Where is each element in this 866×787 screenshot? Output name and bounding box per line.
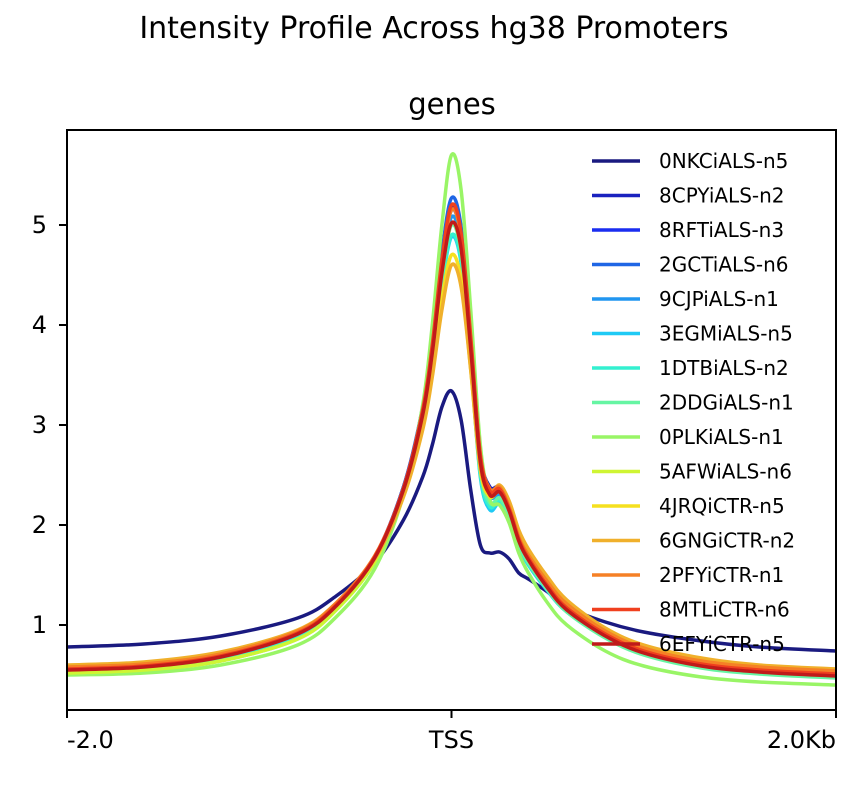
legend: 0NKCiALS-n5 8CPYiALS-n2 8RFTiALS-n3 2GCTiAL… (592, 149, 795, 656)
x-axis: -2.0 TSS 2.0Kb (66, 710, 837, 754)
legend-label: 2DDGiALS-n1 (659, 391, 794, 415)
x-tick-label: TSS (428, 726, 474, 754)
legend-label: 2GCTiALS-n6 (659, 253, 788, 277)
y-tick-label: 5 (32, 211, 47, 239)
legend-label: 5AFWiALS-n6 (659, 460, 792, 484)
legend-label: 0NKCiALS-n5 (659, 149, 788, 173)
legend-label: 0PLKiALS-n1 (659, 425, 784, 449)
series-line-0NKCiALS-n5 (66, 388, 837, 653)
legend-label: 6GNGiCTR-n2 (659, 529, 795, 553)
series-lines (66, 152, 837, 687)
legend-label: 4JRQiCTR-n5 (659, 494, 785, 518)
legend-label: 3EGMiALS-n5 (659, 322, 793, 346)
legend-label: 9CJPiALS-n1 (659, 287, 779, 311)
legend-label: 8RFTiALS-n3 (659, 218, 784, 242)
legend-label: 8CPYiALS-n2 (659, 184, 785, 208)
y-tick-label: 4 (32, 311, 47, 339)
x-tick-label: 2.0Kb (767, 726, 836, 754)
series-line-6EFYiCTR-n5 (66, 220, 837, 678)
legend-label: 1DTBiALS-n2 (659, 356, 789, 380)
plot-area (66, 129, 837, 711)
legend-label: 8MTLiCTR-n6 (659, 598, 790, 622)
y-tick-label: 3 (32, 411, 47, 439)
y-axis: 1 2 3 4 5 (32, 211, 67, 639)
legend-label: 6EFYiCTR-n5 (659, 632, 785, 656)
series-line-0PLKiALS-n1 (66, 152, 837, 687)
y-tick-label: 1 (32, 611, 47, 639)
chart-title: genes (408, 87, 496, 121)
legend-label: 2PFYiCTR-n1 (659, 563, 784, 587)
x-tick-label: -2.0 (67, 726, 114, 754)
y-tick-label: 2 (32, 511, 47, 539)
figure-title: Intensity Profile Across hg38 Promoters (139, 11, 728, 46)
